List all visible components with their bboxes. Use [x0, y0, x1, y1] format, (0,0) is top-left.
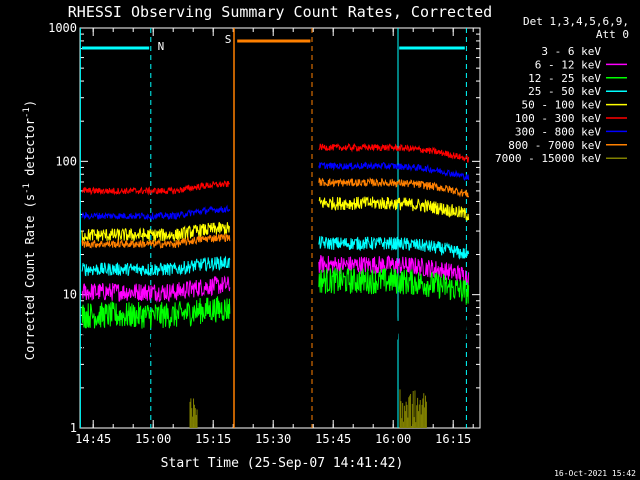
- x-tick-label: 15:15: [195, 432, 231, 446]
- x-tick-label: 15:30: [255, 432, 291, 446]
- legend-entry-label: 25 - 50 keV: [528, 85, 601, 98]
- y-tick-label: 1: [70, 421, 77, 435]
- series-line-2-1: [318, 267, 470, 305]
- series-line-5-0: [81, 180, 231, 196]
- series-line-2-0: [81, 296, 231, 329]
- series-line-4-1: [318, 196, 470, 222]
- x-tick-label: 14:45: [75, 432, 111, 446]
- legend-header-line1: Det 1,3,4,5,6,9,: [523, 15, 629, 28]
- series-line-4-0: [81, 221, 231, 243]
- y-label-sup2: -1: [22, 107, 32, 118]
- series-line-6-1: [318, 161, 470, 181]
- series-line-7-1: [318, 176, 470, 198]
- x-tick-label: 16:00: [375, 432, 411, 446]
- y-axis-label: Corrected Count Rate (s-1 detector-1): [22, 100, 37, 360]
- legend-entry-label: 800 - 7000 keV: [508, 139, 601, 152]
- y-label-mid: detector: [23, 118, 37, 183]
- series-line-0-0: [81, 316, 231, 360]
- legend-entry-label: 7000 - 15000 keV: [495, 152, 601, 165]
- legend-entry-label: 6 - 12 keV: [535, 58, 602, 71]
- saa-label: S: [225, 33, 232, 46]
- y-label-end: ): [23, 100, 37, 107]
- series-line-3-0: [81, 255, 231, 277]
- legend-entry-label: 12 - 25 keV: [528, 72, 601, 85]
- series-line-6-0: [81, 204, 231, 222]
- legend-entry-label: 50 - 100 keV: [522, 99, 602, 112]
- chart-title: RHESSI Observing Summary Count Rates, Co…: [68, 3, 492, 21]
- night-label: N: [158, 40, 165, 53]
- y-tick-label: 1000: [48, 21, 77, 35]
- series-line-1-0: [81, 275, 231, 303]
- series-line-7-0: [81, 233, 231, 249]
- series-line-0-1: [318, 305, 470, 351]
- legend-entry-label: 100 - 300 keV: [515, 112, 601, 125]
- legend-entry-label: 300 - 800 keV: [515, 125, 601, 138]
- print-timestamp: 16-Oct-2021 15:42: [554, 469, 636, 478]
- y-tick-label: 100: [55, 154, 77, 168]
- series-line-3-1: [318, 235, 470, 260]
- y-label-sup1: -1: [22, 183, 32, 194]
- legend-entry-label: 3 - 6 keV: [541, 45, 601, 58]
- series-line-5-1: [318, 142, 470, 163]
- x-tick-label: 15:45: [315, 432, 351, 446]
- legend-header-line2: Att 0: [596, 28, 629, 41]
- x-axis-label: Start Time (25-Sep-07 14:41:42): [161, 456, 404, 471]
- y-label-main: Corrected Count Rate (s: [23, 194, 37, 360]
- x-tick-label: 16:15: [435, 432, 471, 446]
- y-tick-label: 10: [63, 288, 77, 302]
- x-tick-label: 15:00: [135, 432, 171, 446]
